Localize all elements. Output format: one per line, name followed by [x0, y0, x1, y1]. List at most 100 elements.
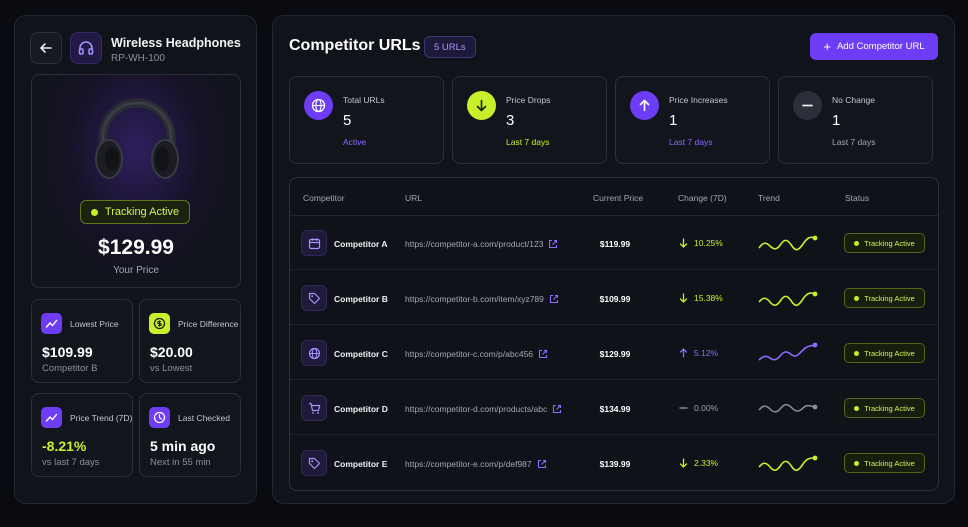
- status-badge: Tracking Active: [844, 288, 925, 308]
- product-sku: RP-WH-100: [111, 53, 165, 64]
- trend-sparkline: [758, 403, 818, 413]
- status-badge: Tracking Active: [844, 398, 925, 418]
- arrow-down-icon: [467, 91, 496, 120]
- your-price-caption: Your Price: [113, 265, 159, 276]
- back-button[interactable]: [30, 32, 62, 64]
- kpi-value: 3: [506, 112, 515, 129]
- table-row[interactable]: Competitor E https://competitor-e.com/p/…: [290, 436, 938, 490]
- status-badge: Tracking Active: [844, 453, 925, 473]
- competitor-url[interactable]: https://competitor-e.com/p/def987: [405, 459, 547, 469]
- page-title: Competitor URLs: [289, 37, 421, 54]
- arrow-down-icon: [679, 238, 688, 248]
- stat-sub: vs Lowest: [150, 363, 193, 374]
- col-header-current-price[interactable]: Current Price: [593, 193, 644, 203]
- col-header-trend[interactable]: Trend: [758, 193, 780, 203]
- external-link-icon[interactable]: [549, 294, 559, 304]
- tracking-label: Tracking Active: [104, 206, 180, 218]
- table-row[interactable]: Competitor D https://competitor-d.com/pr…: [290, 381, 938, 435]
- product-hero-card: Tracking Active $129.99 Your Price: [31, 74, 241, 288]
- change-value: 15.38%: [694, 293, 723, 303]
- competitor-name: Competitor D: [334, 404, 388, 414]
- add-button-label: Add Competitor URL: [836, 41, 925, 52]
- kpi-label: Total URLs: [343, 95, 385, 105]
- external-link-icon[interactable]: [548, 239, 558, 249]
- external-link-icon[interactable]: [552, 404, 562, 414]
- price-change: 5.12%: [679, 348, 718, 358]
- headphones-image: [95, 98, 179, 179]
- competitor-name: Competitor A: [334, 239, 388, 249]
- url-text[interactable]: https://competitor-c.com/p/abc456: [405, 349, 534, 359]
- col-header-url[interactable]: URL: [405, 193, 423, 203]
- arrow-up-icon: [630, 91, 659, 120]
- competitor-name: Competitor E: [334, 459, 388, 469]
- status-badge: Tracking Active: [844, 233, 925, 253]
- add-competitor-url-button[interactable]: + Add Competitor URL: [810, 33, 938, 60]
- headphones-icon: [78, 41, 94, 55]
- calendar-icon: [301, 230, 327, 256]
- kpi-sub: Active: [343, 137, 367, 147]
- trend-sparkline: [758, 235, 818, 251]
- current-price: $119.99: [599, 239, 631, 249]
- stat-label: Lowest Price: [70, 319, 119, 329]
- change-value: 5.12%: [694, 348, 719, 358]
- cart-icon: [301, 395, 327, 421]
- globe-icon: [304, 91, 333, 120]
- col-header-change[interactable]: Change (7D): [678, 193, 727, 203]
- table-row[interactable]: Competitor B https://competitor-b.com/it…: [290, 271, 938, 325]
- current-price: $129.99: [599, 349, 631, 359]
- price-change: 2.33%: [679, 458, 718, 468]
- stat-sub: Next in 55 min: [150, 457, 211, 468]
- trend-sparkline: [758, 342, 818, 361]
- status-text: Tracking Active: [864, 403, 915, 413]
- table-row[interactable]: Competitor C https://competitor-c.com/p/…: [290, 326, 938, 380]
- globe-icon: [301, 340, 327, 366]
- stat-value: $20.00: [150, 344, 193, 360]
- trend-up-icon: [41, 407, 62, 428]
- stat-value: 5 min ago: [150, 438, 216, 454]
- competitor-urls-panel: Competitor URLs 5 URLs + Add Competitor …: [272, 15, 955, 504]
- competitor-url[interactable]: https://competitor-d.com/products/abc: [405, 404, 562, 414]
- url-text[interactable]: https://competitor-b.com/item/xyz789: [405, 294, 544, 304]
- arrow-down-icon: [679, 293, 688, 303]
- stat-value: -8.21%: [42, 438, 87, 454]
- dollar-icon: [149, 313, 170, 334]
- kpi-value: 1: [832, 112, 841, 129]
- url-text[interactable]: https://competitor-e.com/p/def987: [405, 459, 532, 469]
- url-text[interactable]: https://competitor-d.com/products/abc: [405, 404, 548, 414]
- kpi-value: 1: [669, 112, 678, 129]
- arrow-left-icon: [40, 43, 52, 53]
- stat-last-checked: Last Checked 5 min ago Next in 55 min: [139, 393, 241, 477]
- kpi-no-change: No Change 1 Last 7 days: [778, 76, 933, 164]
- minus-icon: [793, 91, 822, 120]
- col-header-competitor[interactable]: Competitor: [303, 193, 345, 203]
- arrow-up-icon: [679, 348, 688, 358]
- trend-sparkline: [758, 455, 818, 472]
- status-text: Tracking Active: [864, 348, 915, 358]
- kpi-price-increases: Price Increases 1 Last 7 days: [615, 76, 770, 164]
- competitor-url[interactable]: https://competitor-b.com/item/xyz789: [405, 294, 559, 304]
- competitor-name: Competitor B: [334, 294, 388, 304]
- stat-sub: Competitor B: [42, 363, 98, 374]
- competitor-url[interactable]: https://competitor-a.com/product/123: [405, 239, 558, 249]
- kpi-value: 5: [343, 112, 352, 129]
- status-badge: Tracking Active: [844, 343, 925, 363]
- your-price-value: $129.99: [98, 236, 174, 259]
- clock-icon: [149, 407, 170, 428]
- product-panel: Wireless Headphones RP-WH-100 Tracking A…: [14, 15, 257, 504]
- stat-lowest-price: Lowest Price $109.99 Competitor B: [31, 299, 133, 383]
- col-header-status[interactable]: Status: [845, 193, 870, 203]
- url-count-badge: 5 URLs: [424, 36, 476, 58]
- arrow-down-icon: [679, 458, 688, 468]
- status-text: Tracking Active: [864, 293, 915, 303]
- trend-sparkline: [758, 291, 818, 307]
- external-link-icon[interactable]: [538, 349, 548, 359]
- competitor-url[interactable]: https://competitor-c.com/p/abc456: [405, 349, 548, 359]
- current-price: $109.99: [599, 294, 631, 304]
- table-header: Competitor URL Current Price Change (7D)…: [290, 178, 938, 216]
- stat-label: Last Checked: [178, 413, 230, 423]
- change-value: 0.00%: [694, 403, 719, 413]
- url-text[interactable]: https://competitor-a.com/product/123: [405, 239, 544, 249]
- external-link-icon[interactable]: [537, 459, 547, 469]
- table-row[interactable]: Competitor A https://competitor-a.com/pr…: [290, 216, 938, 270]
- tag-icon: [301, 285, 327, 311]
